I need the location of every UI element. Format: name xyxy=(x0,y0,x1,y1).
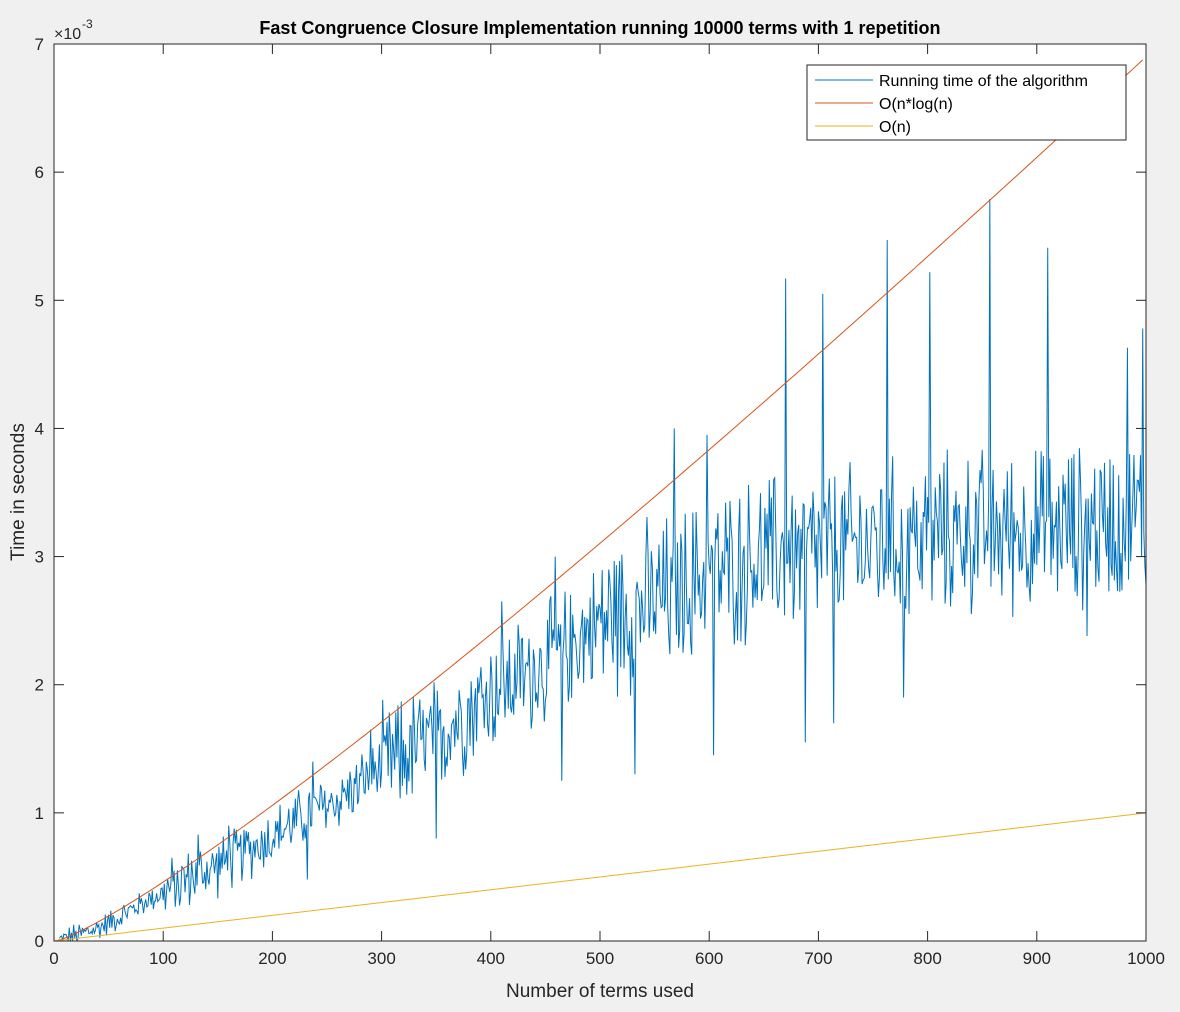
exponent-power: -3 xyxy=(82,17,93,31)
x-tick-label: 600 xyxy=(695,949,723,968)
y-tick-label: 2 xyxy=(35,676,44,695)
legend-label-linear: O(n) xyxy=(879,119,911,136)
y-axis-label: Time in seconds xyxy=(8,423,29,561)
y-tick-label: 7 xyxy=(35,35,44,54)
exponent-base: ×10 xyxy=(54,26,81,43)
legend-label-nlogn: O(n*log(n) xyxy=(879,96,953,113)
x-tick-label: 300 xyxy=(367,949,395,968)
x-tick-label: 900 xyxy=(1023,949,1051,968)
y-ticks: 0 1 2 3 4 5 6 7 xyxy=(35,35,1146,951)
x-tick-label: 400 xyxy=(477,949,505,968)
series-running-time xyxy=(59,199,1146,941)
plot-area xyxy=(54,44,1146,941)
x-tick-label: 0 xyxy=(49,949,58,968)
x-tick-label: 500 xyxy=(586,949,614,968)
x-axis-label: Number of terms used xyxy=(506,981,694,1002)
legend: Running time of the algorithm O(n*log(n)… xyxy=(806,64,1127,141)
y-exponent-label: ×10 -3 xyxy=(54,17,93,43)
y-tick-label: 0 xyxy=(35,932,44,951)
series-layer xyxy=(53,59,1147,942)
y-tick-label: 6 xyxy=(35,163,44,182)
y-tick-label: 5 xyxy=(35,291,44,310)
x-tick-label: 100 xyxy=(149,949,177,968)
x-ticks: 0 100 200 300 400 500 600 700 800 900 1000 xyxy=(49,44,1165,968)
x-tick-label: 700 xyxy=(804,949,832,968)
chart-title: Fast Congruence Closure Implementation r… xyxy=(259,18,940,38)
y-tick-label: 4 xyxy=(35,419,44,438)
x-tick-label: 200 xyxy=(258,949,286,968)
series-linear xyxy=(53,812,1147,942)
y-tick-label: 3 xyxy=(35,548,44,567)
series-nlogn xyxy=(54,59,1144,941)
x-tick-label: 1000 xyxy=(1127,949,1165,968)
x-tick-label: 800 xyxy=(913,949,941,968)
y-tick-label: 1 xyxy=(35,804,44,823)
legend-label-running-time: Running time of the algorithm xyxy=(879,73,1088,90)
